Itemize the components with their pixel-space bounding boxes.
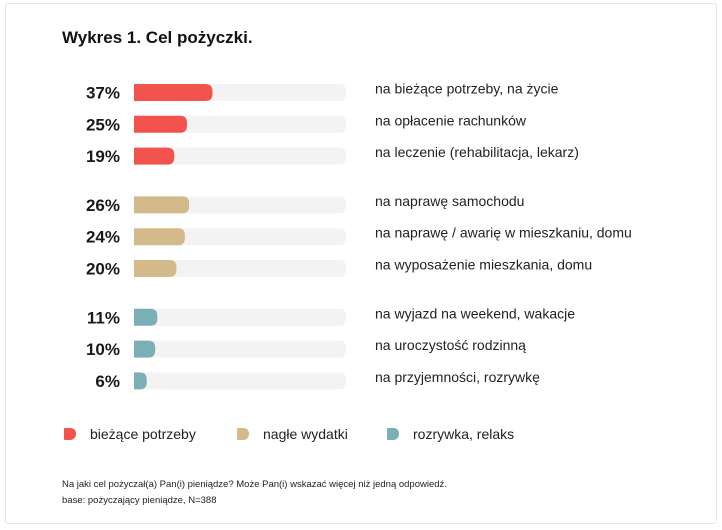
category-label: na bieżące potrzeby, na życie <box>375 81 559 97</box>
category-label: na leczenie (rehabilitacja, lekarz) <box>375 144 579 160</box>
footnote: Na jaki cel pożyczał(a) Pan(i) pieniądze… <box>62 477 447 509</box>
value-label: 20% <box>86 260 120 279</box>
category-label: na przyjemności, rozrywkę <box>375 369 540 385</box>
value-label: 24% <box>86 228 120 247</box>
chart-container: Wykres 1. Cel pożyczki. 37% na bieżące po… <box>5 3 717 524</box>
legend-item-biezace: bieżące potrzeby <box>64 422 196 446</box>
value-label: 10% <box>86 340 120 359</box>
bar-track <box>134 260 346 277</box>
bar <box>134 260 177 277</box>
legend-swatch-rozrywka <box>387 428 399 440</box>
bar <box>134 115 187 133</box>
bar-chart: 37% na bieżące potrzeby, na życie 25% na op… <box>86 81 632 391</box>
value-label: 11% <box>87 308 120 327</box>
bar-track <box>134 147 346 165</box>
legend-swatch-nagle <box>237 428 249 440</box>
value-label: 19% <box>86 147 120 166</box>
legend-item-nagle: nagłe wydatki <box>237 422 348 446</box>
category-label: na wyjazd na weekend, wakacje <box>375 305 575 321</box>
bar <box>134 147 175 165</box>
bar <box>134 84 213 101</box>
category-label: na opłacenie rachunków <box>375 112 527 128</box>
category-label: na naprawę samochodu <box>375 193 524 209</box>
value-label: 26% <box>86 196 120 215</box>
bar <box>134 308 158 326</box>
bar <box>134 196 190 214</box>
bar <box>134 372 147 390</box>
legend: bieżące potrzeby nagłe wydatki rozrywka,… <box>6 422 718 446</box>
category-label: na naprawę / awarię w mieszkaniu, domu <box>375 225 632 241</box>
legend-label-rozrywka: rozrywka, relaks <box>413 426 515 442</box>
footnote-base: base: pożyczający pieniądze, N=388 <box>62 495 217 506</box>
value-label: 25% <box>86 115 120 134</box>
bar-track <box>134 372 346 390</box>
chart-title: Wykres 1. Cel pożyczki. <box>62 28 253 47</box>
legend-item-rozrywka: rozrywka, relaks <box>387 422 514 446</box>
bar-track <box>134 308 346 326</box>
legend-swatch-biezace <box>64 428 76 440</box>
footnote-question: Na jaki cel pożyczał(a) Pan(i) pieniądze… <box>62 479 447 490</box>
value-label: 37% <box>86 84 120 103</box>
category-label: na wyposażenie mieszkania, domu <box>375 257 592 273</box>
bar <box>134 228 185 246</box>
bar-track <box>134 115 346 133</box>
legend-label-nagle: nagłe wydatki <box>263 426 348 442</box>
value-label: 6% <box>95 372 120 391</box>
bar-track <box>134 340 346 358</box>
bar <box>134 340 156 358</box>
legend-label-biezace: bieżące potrzeby <box>90 426 196 442</box>
bar-track <box>134 228 346 246</box>
category-label: na uroczystość rodzinną <box>375 337 526 353</box>
